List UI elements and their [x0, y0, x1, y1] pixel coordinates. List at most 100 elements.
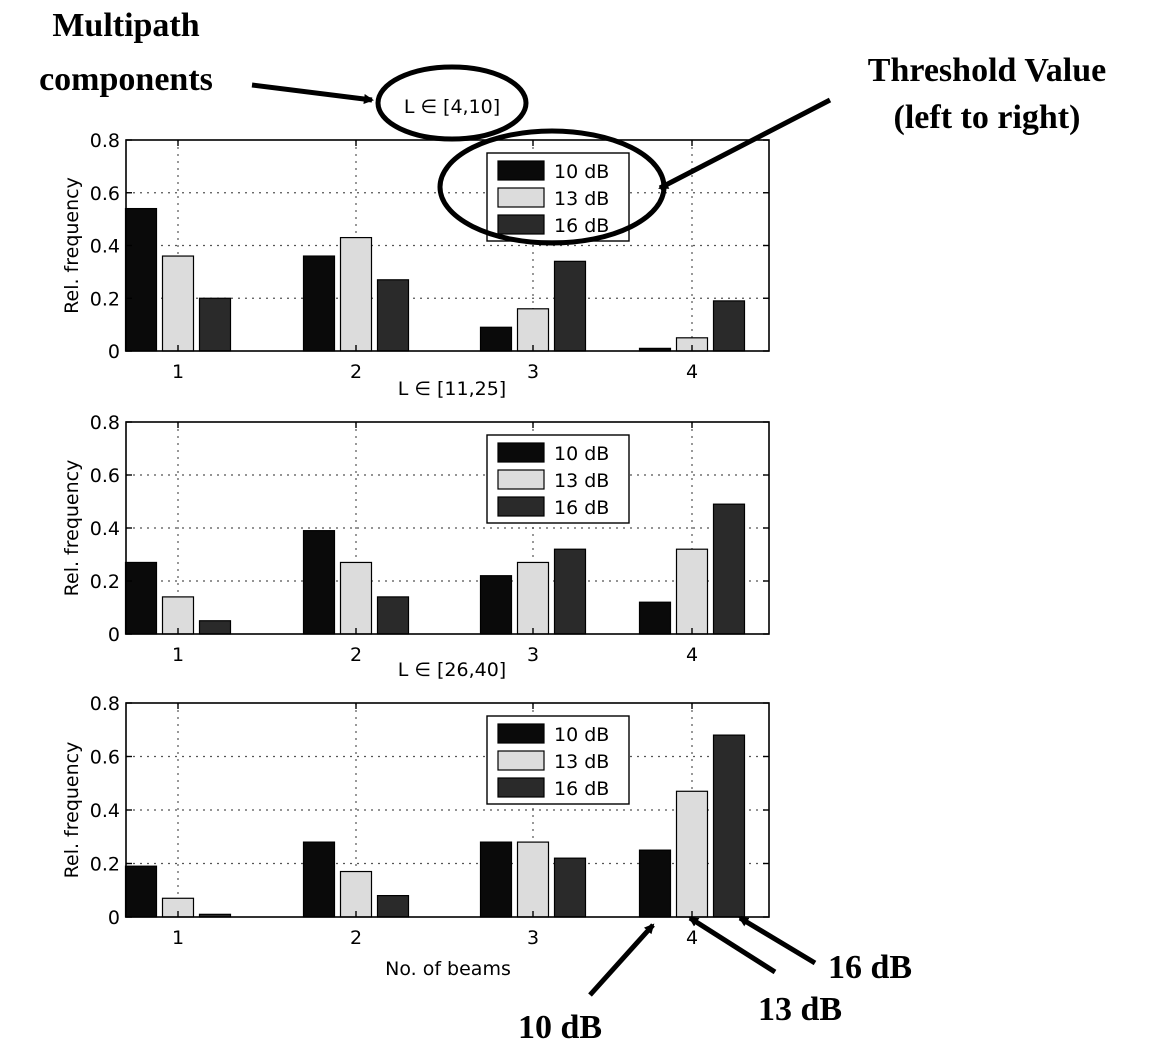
arrow-16db [738, 915, 817, 966]
legend-swatch [497, 750, 545, 771]
bar-10db-2 [302, 255, 336, 352]
x-tick-label: 1 [172, 361, 184, 383]
bar-16db-4 [712, 300, 746, 352]
bar-13db-4 [675, 548, 709, 635]
y-tick-label: 0.4 [90, 236, 120, 258]
legend-swatch [497, 469, 545, 490]
y-tick-label: 0 [108, 341, 120, 363]
arrow-13db-label: 13 dB [758, 991, 842, 1028]
legend-label: 16 dB [554, 497, 609, 519]
legend-circle [437, 128, 667, 246]
bar-13db-3 [516, 561, 550, 635]
x-tick-label: 4 [686, 644, 698, 666]
x-tick-label: 2 [350, 927, 362, 949]
x-tick-label: 1 [172, 927, 184, 949]
chart-panel-3: 0 0.2 0.4 0.6 0.8 1 2 3 4 Rel. frequency L ∈ [26,4… [61, 659, 770, 980]
x-axis-label: No. of beams [385, 958, 511, 980]
bar-13db-4 [675, 790, 709, 918]
multipath-arrow [251, 82, 374, 104]
bar-10db-4 [638, 849, 672, 918]
y-axis-label: Rel. frequency [61, 460, 83, 597]
legend-label: 10 dB [554, 443, 609, 465]
legend-label: 10 dB [554, 724, 609, 746]
x-tick-label: 4 [686, 361, 698, 383]
threshold-label-line1: Threshold Value [868, 52, 1106, 89]
y-axis-label: Rel. frequency [61, 742, 83, 879]
chart-panel-2: 0 0.2 0.4 0.6 0.8 1 2 3 4 Rel. frequency L ∈ [11,2… [61, 378, 770, 666]
panel-title: L ∈ [26,40] [398, 659, 506, 681]
bar-10db-1 [124, 865, 158, 918]
y-tick-label: 0.8 [90, 130, 120, 152]
legend-label: 13 dB [554, 751, 609, 773]
y-tick-label: 0.2 [90, 854, 120, 876]
bar-16db-4 [712, 503, 746, 635]
bar-16db-2 [376, 596, 410, 635]
bar-10db-3 [479, 841, 513, 918]
legend-swatch [497, 187, 545, 208]
bar-13db-2 [339, 236, 373, 352]
x-tick-label: 2 [350, 361, 362, 383]
x-tick-label: 3 [527, 644, 539, 666]
bar-13db-2 [339, 870, 373, 918]
bar-13db-3 [516, 841, 550, 918]
legend-swatch [497, 777, 545, 798]
threshold-arrow [658, 97, 832, 191]
annotations: Multipath components Threshold Value (le… [39, 7, 1106, 1046]
y-tick-label: 0 [108, 624, 120, 646]
arrow-10db [588, 923, 655, 997]
bar-13db-1 [161, 596, 195, 635]
panel-title: L ∈ [4,10] [404, 96, 500, 118]
arrow-16db-label: 16 dB [828, 949, 912, 986]
legend-swatch [497, 442, 545, 463]
y-tick-label: 0.6 [90, 183, 120, 205]
legend-swatch [497, 160, 545, 181]
bar-10db-1 [124, 561, 158, 635]
y-tick-label: 0.4 [90, 518, 120, 540]
legend-swatch [497, 496, 545, 517]
x-tick-label: 3 [527, 927, 539, 949]
y-tick-label: 0.8 [90, 693, 120, 715]
bar-16db-1 [198, 620, 232, 635]
bar-16db-3 [553, 260, 587, 352]
bar-10db-4 [638, 601, 672, 635]
arrow-10db-label: 10 dB [518, 1009, 602, 1046]
y-tick-label: 0.4 [90, 800, 120, 822]
bar-10db-3 [479, 575, 513, 635]
legend-swatch [497, 214, 545, 235]
legend-label: 16 dB [554, 778, 609, 800]
y-tick-label: 0.2 [90, 288, 120, 310]
arrow-13db [688, 915, 777, 975]
legend-label: 13 dB [554, 470, 609, 492]
bar-10db-3 [479, 326, 513, 352]
panel-title: L ∈ [11,25] [398, 378, 506, 400]
bar-16db-2 [376, 894, 410, 918]
y-tick-label: 0.6 [90, 465, 120, 487]
y-tick-label: 0.8 [90, 412, 120, 434]
bar-13db-3 [516, 308, 550, 352]
x-tick-label: 3 [527, 361, 539, 383]
x-tick-label: 4 [686, 927, 698, 949]
y-tick-label: 0.2 [90, 571, 120, 593]
legend-label: 16 dB [554, 215, 609, 237]
bar-10db-2 [302, 530, 336, 635]
chart-panel-1: 0 0.2 0.4 0.6 0.8 1 2 3 4 Rel. frequency L ∈ [4,10… [61, 96, 770, 383]
bar-16db-2 [376, 279, 410, 352]
legend-swatch [497, 723, 545, 744]
bar-16db-3 [553, 548, 587, 635]
bar-10db-2 [302, 841, 336, 918]
bar-13db-1 [161, 255, 195, 352]
legend-label: 13 dB [554, 188, 609, 210]
threshold-label-line2: (left to right) [894, 99, 1081, 136]
multipath-label-line2: components [39, 61, 213, 98]
bar-16db-1 [198, 297, 232, 352]
title-circle [375, 64, 529, 142]
bar-10db-1 [124, 207, 158, 352]
multipath-label-line1: Multipath [52, 7, 199, 44]
x-tick-label: 1 [172, 644, 184, 666]
y-tick-label: 0 [108, 907, 120, 929]
bar-16db-4 [712, 734, 746, 918]
legend-label: 10 dB [554, 161, 609, 183]
bar-16db-3 [553, 857, 587, 918]
